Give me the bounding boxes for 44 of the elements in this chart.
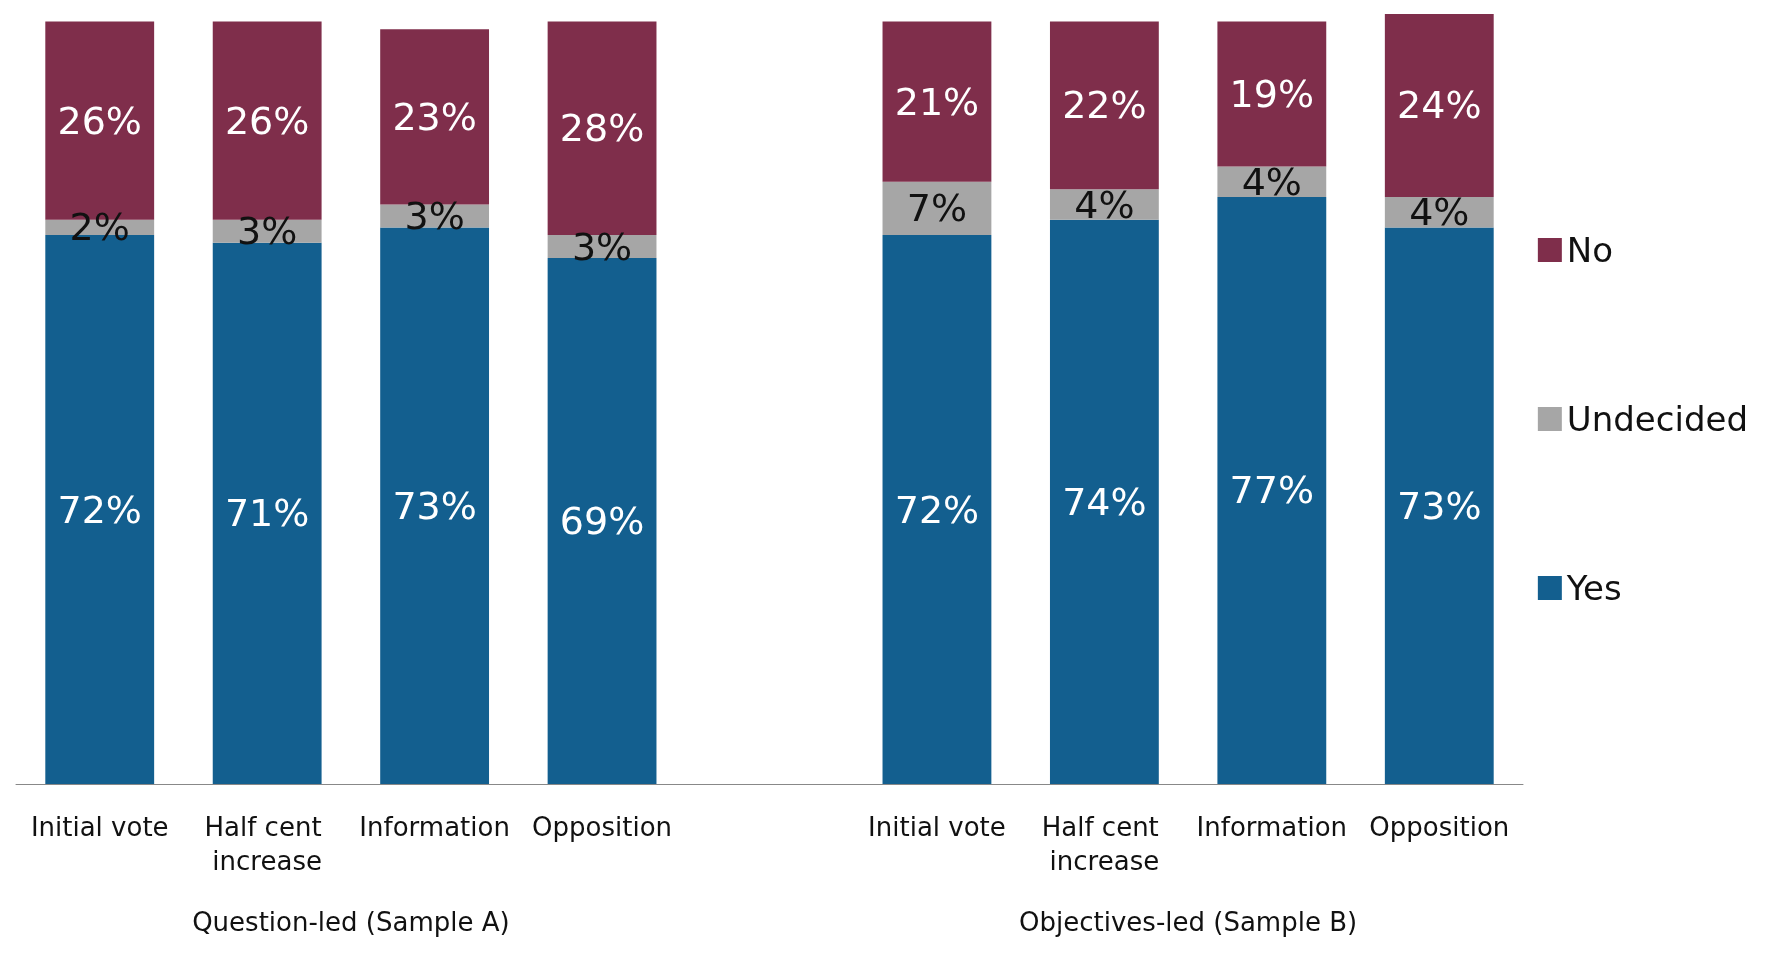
data-label: 74% — [1062, 479, 1147, 524]
data-label: 23% — [392, 94, 477, 139]
data-label: 3% — [571, 224, 633, 269]
bar — [1217, 21, 1327, 167]
x-tick-label: Initial vote — [30, 812, 169, 842]
x-tick-label: Half cent increase — [1041, 812, 1168, 876]
data-label: 24% — [1397, 83, 1482, 128]
data-label: 26% — [224, 98, 310, 143]
bar — [1384, 14, 1494, 197]
x-tick-label: Opposition — [1369, 812, 1510, 842]
bar — [1384, 227, 1494, 784]
data-label: 73% — [1397, 483, 1482, 528]
x-tick-label: Information — [359, 812, 510, 842]
text: Objectives-led (Sample B) — [1019, 907, 1358, 937]
data-label: 73% — [392, 483, 477, 528]
data-label: 7% — [906, 186, 968, 231]
data-label: 4% — [1409, 190, 1470, 235]
legend-label: Undecided — [1566, 399, 1748, 439]
data-label: 77% — [1229, 468, 1315, 513]
data-label: 71% — [224, 491, 310, 536]
text: Question-led (Sample A) — [192, 907, 510, 937]
bar — [1049, 21, 1159, 190]
data-label: 3% — [237, 209, 298, 254]
data-label: 28% — [559, 106, 645, 151]
data-label: 3% — [404, 194, 465, 239]
legend-label: No — [1566, 230, 1614, 270]
bar — [882, 235, 992, 784]
x-tick-label: Opposition — [532, 812, 673, 842]
bar — [882, 21, 992, 182]
data-label: 72% — [894, 487, 980, 532]
data-label: 69% — [559, 498, 645, 543]
x-tick-label: Initial vote — [868, 812, 1006, 842]
bar — [1049, 219, 1159, 784]
x-tick-label: Half cent increase — [204, 812, 330, 876]
legend-label: Yes — [1565, 568, 1622, 608]
data-label: 4% — [1241, 159, 1302, 204]
data-label: 72% — [57, 487, 142, 532]
data-label: 21% — [894, 79, 980, 124]
data-label: 26% — [57, 98, 142, 143]
data-label: 22% — [1062, 83, 1147, 128]
x-tick-label: Information — [1196, 812, 1348, 842]
bar — [1217, 196, 1327, 784]
data-label: 19% — [1229, 72, 1315, 117]
data-label: 4% — [1074, 182, 1135, 227]
